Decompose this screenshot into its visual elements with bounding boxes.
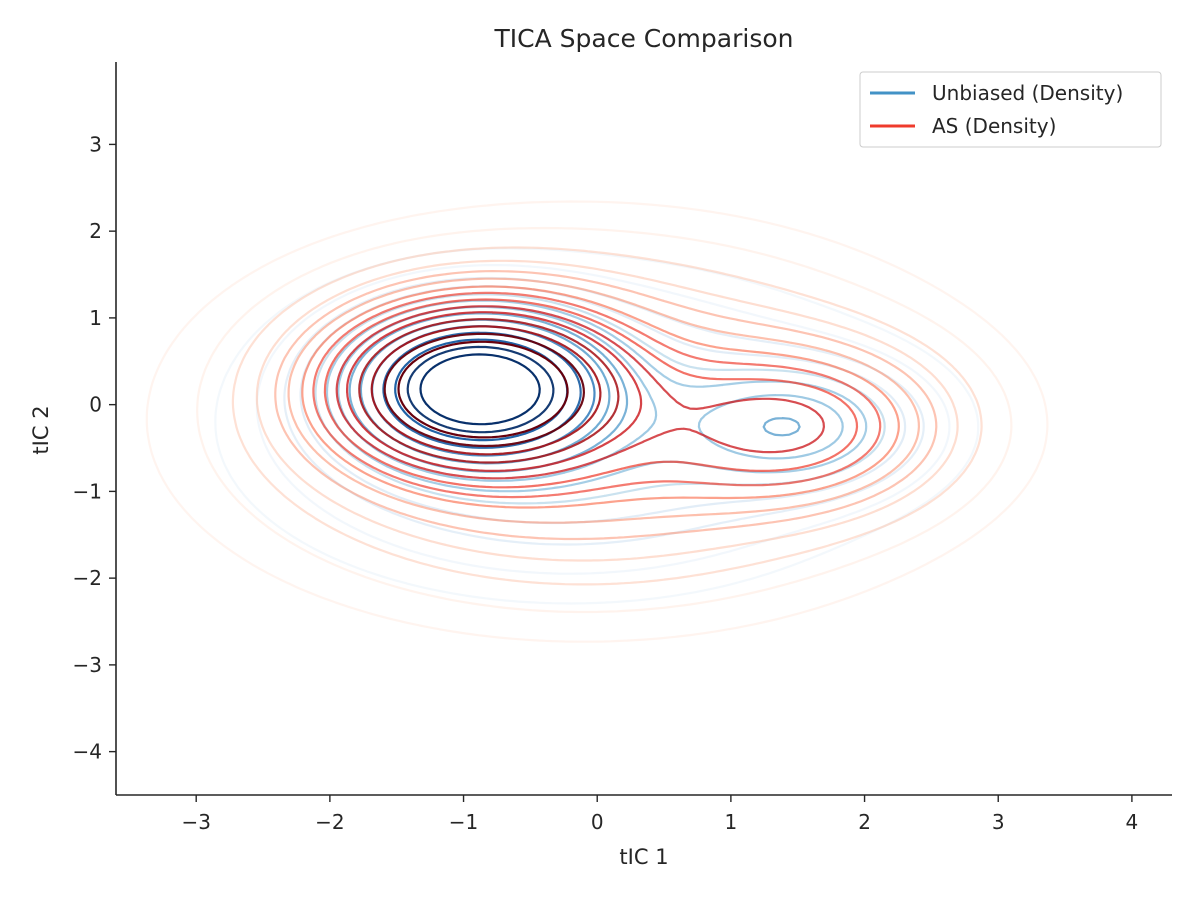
y-tick-label: 3 — [89, 132, 102, 156]
as-contour-level-12 — [358, 318, 620, 464]
axes: −3 −2 −1 0 1 2 3 4 −4 −3 −2 −1 0 1 2 3 — [73, 62, 1172, 834]
as-contour-level-4 — [255, 259, 959, 562]
x-tick-label: −1 — [449, 810, 478, 834]
y-tick-label: −4 — [73, 740, 102, 764]
x-axis-label: tIC 1 — [619, 845, 668, 869]
as-contour-level-14 — [383, 332, 585, 448]
unbiased-density-contours — [214, 247, 980, 605]
x-tick-label: 4 — [1126, 810, 1139, 834]
y-tick-label: −1 — [73, 479, 102, 503]
y-axis-label: tIC 2 — [29, 405, 53, 454]
unbiased-contour-level-2 — [255, 264, 951, 575]
y-tick-label: −2 — [73, 566, 102, 590]
as-contour-level-7 — [301, 285, 900, 509]
unbiased-contour-level-13 — [406, 345, 555, 434]
as-contour-level-15 — [397, 340, 569, 439]
legend-label-as: AS (Density) — [932, 114, 1056, 138]
as-contour-level-5 — [274, 270, 938, 541]
y-tick-label: −3 — [73, 653, 102, 677]
as-density-contours — [145, 200, 1049, 643]
as-contour-level-1 — [145, 200, 1049, 643]
as-contour-level-3 — [231, 246, 983, 586]
x-tick-label: 0 — [591, 810, 604, 834]
x-tick-label: 2 — [858, 810, 871, 834]
y-tick-label: 0 — [89, 393, 102, 417]
y-tick-label: 2 — [89, 219, 102, 243]
unbiased-contour-level-14 — [419, 353, 541, 426]
legend-label-unbiased: Unbiased (Density) — [932, 81, 1123, 105]
legend: Unbiased (Density) AS (Density) — [859, 71, 1162, 148]
chart-title: TICA Space Comparison — [494, 24, 794, 53]
as-contour-level-11 — [346, 311, 643, 472]
as-contour-level-8 — [312, 291, 882, 499]
unbiased-contour-level-1 — [214, 247, 980, 605]
y-tick-label: 1 — [89, 306, 102, 330]
as-contour-level-10 — [335, 305, 825, 480]
as-contour-level-6 — [287, 277, 920, 524]
as-contour-level-9 — [323, 298, 859, 489]
legend-frame — [859, 71, 1162, 148]
as-contour-level-2 — [196, 226, 1013, 614]
x-tick-label: −2 — [315, 810, 344, 834]
x-tick-label: 1 — [725, 810, 738, 834]
unbiased-contour-level-7 — [337, 305, 844, 482]
as-contour-level-13 — [370, 325, 602, 456]
x-tick-label: 3 — [992, 810, 1005, 834]
x-tick-label: −3 — [181, 810, 210, 834]
